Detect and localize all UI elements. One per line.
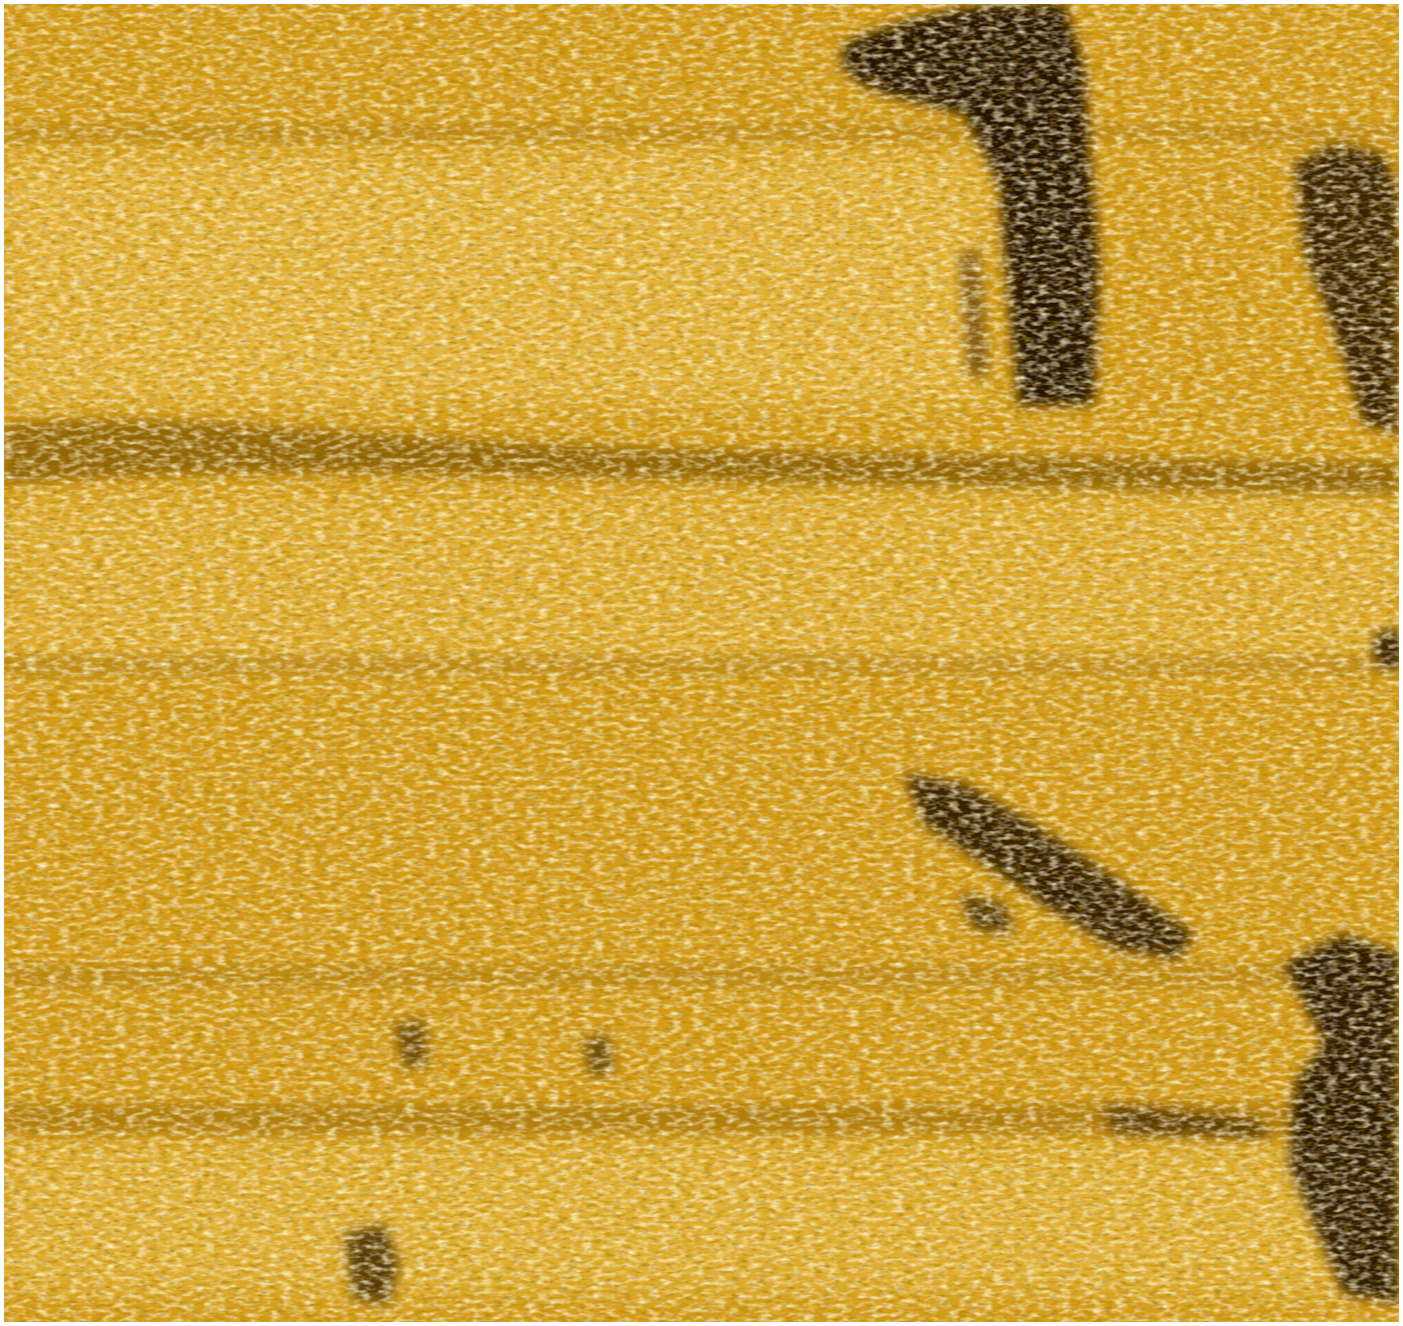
sonar-image xyxy=(4,4,1399,1322)
sonar-grain xyxy=(4,4,1399,1322)
sonar-image-panel xyxy=(4,4,1399,1322)
